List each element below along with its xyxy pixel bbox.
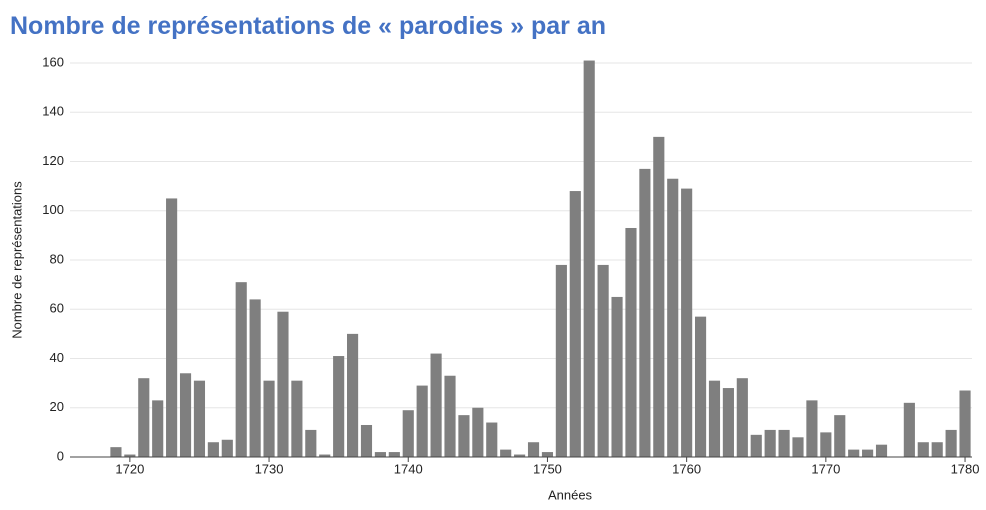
bar [862,449,874,457]
y-tick-label: 60 [50,301,64,316]
bar [778,429,790,457]
bar [458,415,470,457]
bar [792,437,804,457]
y-tick-label: 20 [50,399,64,414]
bar [848,449,860,457]
x-axis-label: Années [548,487,593,502]
bar [708,380,721,457]
bar [959,390,971,457]
bar [166,198,178,457]
x-tick-label: 1760 [672,461,701,476]
bar [360,424,373,457]
y-axis-label: Nombre de représentations [9,181,24,339]
bar [527,442,540,457]
chart-title: Nombre de représentations de « parodies … [10,12,606,40]
bar [611,296,623,457]
bar [722,388,734,457]
bar [235,282,247,457]
bar [653,136,665,457]
bar [500,449,512,457]
y-tick-label: 40 [50,350,64,365]
bar [333,356,345,457]
y-tick-label: 80 [50,251,64,266]
bar [138,378,150,457]
bar [388,452,400,457]
bar [583,60,595,457]
x-tick-label: 1770 [811,461,840,476]
bar [347,333,359,457]
bar [402,410,414,457]
bar [277,311,289,457]
x-tick-label: 1780 [951,461,980,476]
bar [514,454,526,457]
bar [319,454,331,457]
bar [764,429,776,457]
bar [917,442,929,457]
bar [263,380,275,457]
bar [875,444,888,457]
bar [903,402,915,457]
bar [305,429,317,457]
bar [249,299,261,457]
y-tick-label: 0 [57,448,64,463]
bar [124,454,136,457]
y-tick-label: 160 [42,54,64,69]
bar [639,168,651,457]
bar [472,407,484,457]
y-tick-label: 120 [42,153,64,168]
bar [444,375,456,457]
bar [291,380,303,457]
bar [430,353,442,457]
bar [221,439,233,457]
y-tick-label: 140 [42,104,64,119]
bar [486,422,498,457]
y-tick-label: 100 [42,202,64,217]
x-tick-label: 1730 [255,461,284,476]
bar [374,452,386,457]
bar [681,188,693,457]
bar [931,442,943,457]
bar [597,264,609,457]
bar [834,415,846,457]
bar [736,378,748,457]
bar [179,373,192,457]
bar [569,191,581,458]
x-tick-label: 1720 [115,461,144,476]
bar [820,432,832,457]
bar [945,429,957,457]
bar [806,400,818,457]
bar [207,442,219,457]
bar [152,400,164,457]
bar [555,264,567,457]
bar [541,452,554,457]
bar [750,434,762,457]
bar [667,178,679,458]
x-tick-label: 1740 [394,461,423,476]
bar [625,227,637,457]
x-tick-label: 1750 [533,461,562,476]
bar [193,380,206,457]
bar [110,447,122,457]
bar [416,385,428,457]
bar [694,316,707,457]
